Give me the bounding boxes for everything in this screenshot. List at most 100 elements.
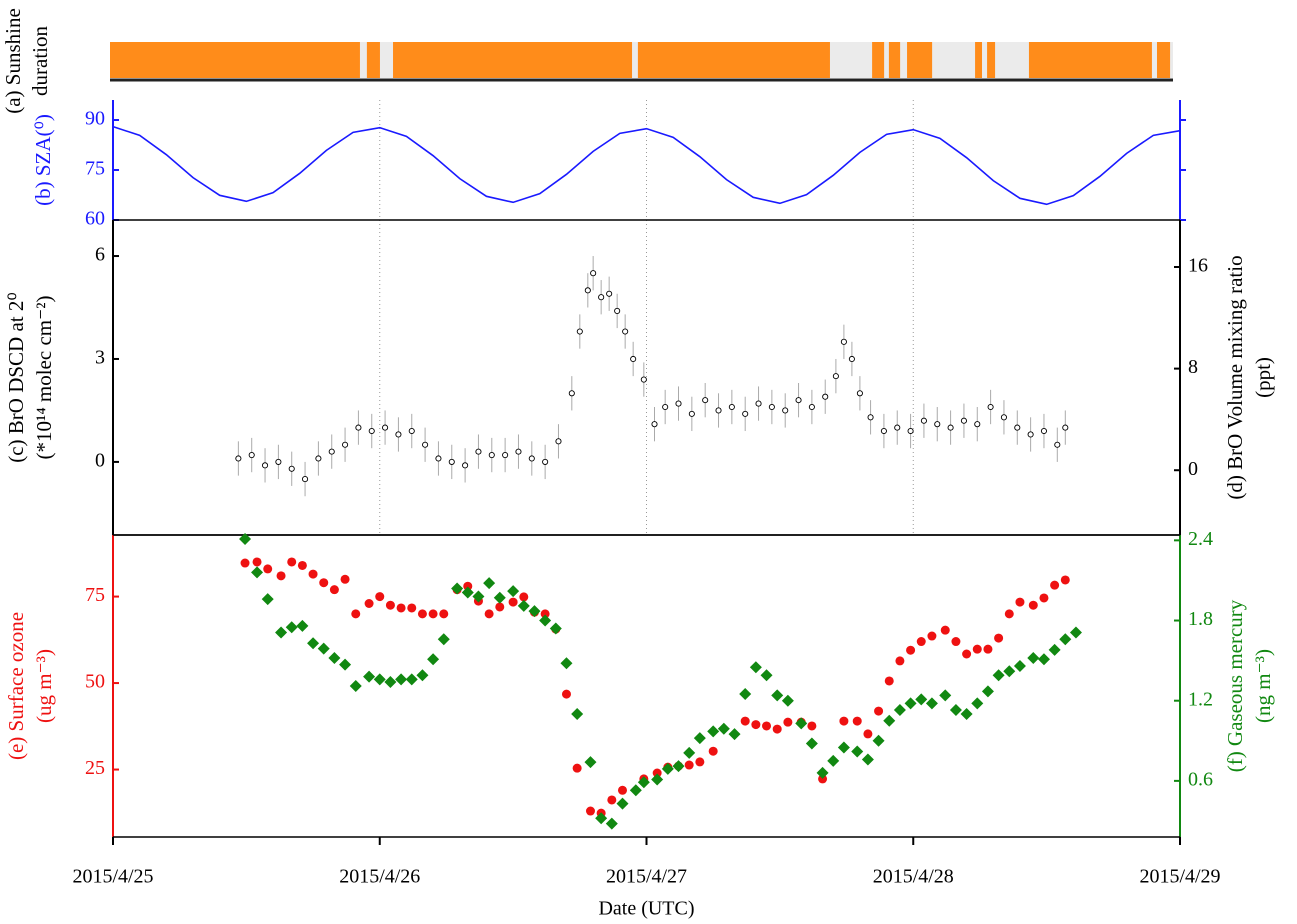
- data-point: [598, 294, 605, 301]
- x-tick-label: 2015/4/28: [873, 866, 954, 888]
- data-point: [818, 774, 828, 784]
- data-point: [883, 714, 896, 727]
- data-point: [515, 448, 522, 455]
- y-axis-label: (*10¹⁴ molec cm⁻²): [32, 296, 56, 460]
- data-point: [947, 424, 954, 431]
- data-point: [585, 806, 595, 816]
- data-point: [315, 455, 322, 462]
- data-point: [662, 403, 669, 411]
- data-point: [861, 753, 874, 766]
- data-point: [972, 644, 982, 654]
- data-point: [528, 455, 535, 462]
- data-point: [684, 760, 694, 770]
- data-point: [749, 661, 762, 674]
- data-point: [542, 458, 549, 465]
- data-point: [614, 307, 621, 314]
- data-point: [395, 431, 402, 438]
- data-point: [317, 642, 330, 655]
- data-point: [329, 585, 339, 595]
- data-point: [808, 403, 815, 411]
- data-point: [568, 390, 575, 397]
- data-point: [867, 414, 874, 421]
- data-point: [417, 609, 427, 619]
- data-point: [1027, 431, 1034, 438]
- data-point: [894, 424, 901, 431]
- y-tick-label: 25: [85, 757, 105, 779]
- data-point: [992, 669, 1005, 682]
- data-point: [755, 400, 762, 407]
- data-point: [308, 569, 318, 579]
- data-point: [651, 421, 658, 428]
- data-point: [584, 287, 591, 294]
- sunshine-segment: [110, 42, 360, 78]
- data-point: [363, 670, 376, 683]
- y-tick-label: 50: [85, 671, 105, 693]
- data-point: [795, 717, 808, 730]
- data-point: [1050, 580, 1060, 590]
- data-point: [837, 741, 850, 754]
- data-point: [960, 708, 973, 721]
- data-point: [590, 270, 597, 277]
- y2-tick-label: 1.8: [1188, 608, 1213, 630]
- data-point: [364, 598, 374, 608]
- data-point: [1014, 424, 1021, 431]
- data-point: [816, 766, 829, 779]
- data-point: [994, 633, 1004, 643]
- data-point: [874, 706, 884, 716]
- data-point: [261, 462, 269, 469]
- data-point: [307, 637, 320, 650]
- data-point: [606, 290, 613, 297]
- data-point: [495, 602, 505, 612]
- data-point: [296, 619, 309, 632]
- y-tick-label: 6: [95, 244, 105, 266]
- y2-tick-label: 8: [1188, 356, 1198, 378]
- data-point: [772, 724, 782, 734]
- data-point: [1028, 600, 1038, 610]
- data-point: [851, 745, 864, 758]
- data-point: [895, 656, 905, 666]
- data-point: [728, 403, 735, 411]
- data-point: [407, 603, 417, 613]
- sunshine-segment: [975, 42, 983, 78]
- data-point: [448, 458, 455, 465]
- data-point: [1040, 427, 1048, 435]
- data-point: [328, 448, 335, 455]
- data-point: [728, 728, 741, 741]
- data-point: [1039, 593, 1049, 603]
- sza-line: [112, 125, 1181, 206]
- data-point: [373, 673, 386, 686]
- data-point: [751, 720, 761, 730]
- data-point: [276, 571, 286, 581]
- data-point: [739, 688, 752, 701]
- data-point: [517, 599, 530, 612]
- data-point: [427, 653, 440, 666]
- data-point: [1054, 441, 1061, 448]
- data-point: [339, 658, 352, 671]
- data-point: [508, 597, 518, 607]
- data-point: [342, 441, 349, 448]
- data-point: [951, 637, 961, 647]
- data-point: [629, 784, 642, 797]
- data-point: [483, 577, 496, 590]
- data-point: [717, 722, 730, 735]
- data-point: [235, 455, 242, 462]
- data-point: [872, 734, 885, 747]
- data-point: [275, 458, 282, 465]
- sunshine-segment: [907, 42, 933, 78]
- data-point: [595, 812, 608, 825]
- data-point: [472, 590, 485, 603]
- data-point: [884, 676, 894, 686]
- data-point: [488, 451, 495, 459]
- data-point: [451, 582, 464, 595]
- y-axis-label: (ug m⁻³): [32, 649, 56, 723]
- y-axis-label: (c) BrO DSCD at 2⁰: [4, 292, 28, 463]
- sunshine-segment: [393, 42, 633, 78]
- data-point: [683, 746, 696, 759]
- data-point: [637, 776, 650, 789]
- data-point: [805, 737, 818, 750]
- data-point: [906, 645, 916, 655]
- data-point: [616, 797, 629, 810]
- data-point: [519, 592, 529, 602]
- data-point: [428, 609, 438, 619]
- data-point: [555, 438, 562, 445]
